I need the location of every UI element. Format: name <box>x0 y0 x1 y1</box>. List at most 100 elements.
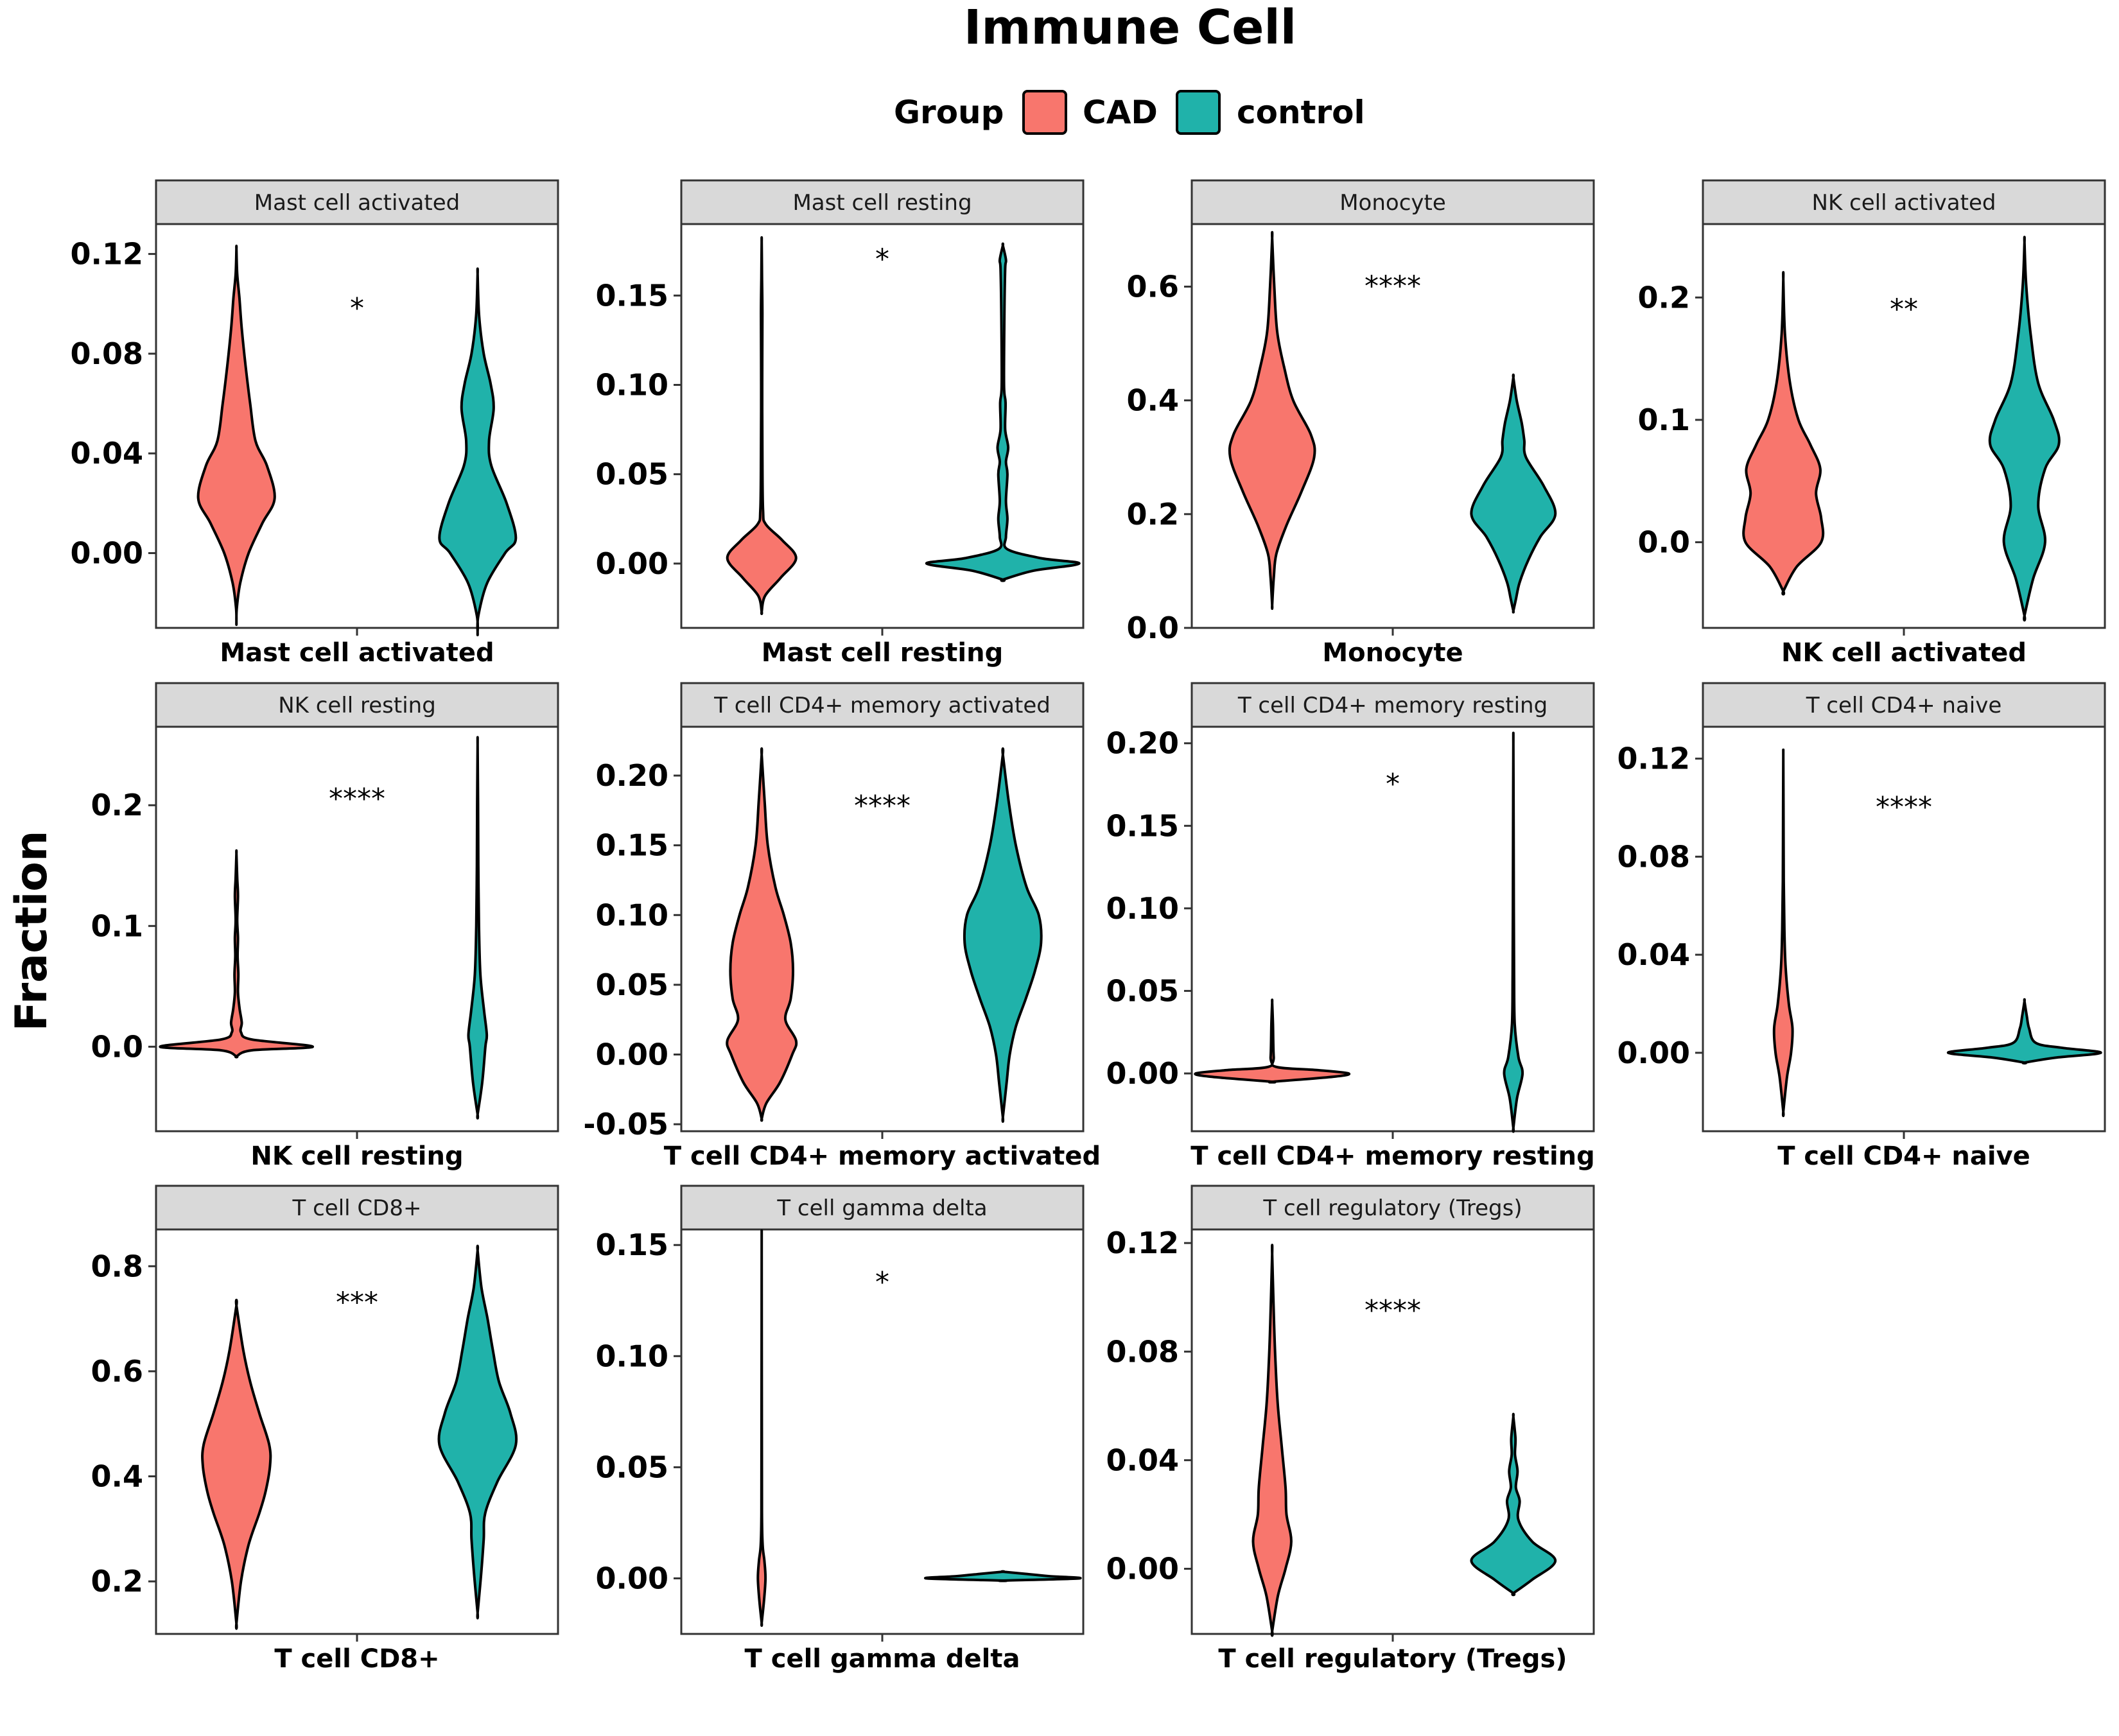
legend-label-control: control <box>1237 94 1365 131</box>
y-tick-label: 0.15 <box>1106 808 1180 843</box>
y-tick-label: 0.04 <box>1618 937 1691 972</box>
violin-control <box>923 1570 1082 1583</box>
violin-control <box>1988 236 2061 622</box>
y-tick-label: 0.12 <box>1106 1226 1180 1260</box>
violin-cad <box>756 1229 767 1627</box>
panel-border <box>1702 725 2106 1133</box>
panel-strip <box>680 682 1085 728</box>
y-tick-label: 0.6 <box>91 1354 144 1389</box>
y-tick-label: 0.12 <box>71 237 144 272</box>
panel-strip-label: T cell CD4+ memory activated <box>713 693 1051 718</box>
panel-strip <box>155 179 559 225</box>
x-axis-label: Mast cell resting <box>762 638 1003 668</box>
x-axis-label: Monocyte <box>1322 638 1463 668</box>
y-tick-label: 0.0 <box>1638 525 1691 560</box>
violin-control <box>438 267 518 637</box>
y-tick-label: 0.05 <box>596 968 669 1002</box>
y-tick-label: 0.08 <box>71 336 144 371</box>
y-tick-label: 0.05 <box>1106 973 1180 1008</box>
panel: Mast cell activated 0.00 0.04 0.08 0.12 Mast … <box>71 179 559 668</box>
y-tick-label: 0.20 <box>1106 726 1180 761</box>
panel-strip <box>680 1185 1085 1231</box>
y-tick-label: 0.1 <box>1638 403 1691 437</box>
y-tick-label: 0.10 <box>596 367 669 402</box>
y-tick-label: 0.2 <box>91 788 144 822</box>
panel: T cell regulatory (Tregs) 0.00 0.04 0.08 0.1… <box>1106 1185 1595 1674</box>
x-axis-label: T cell CD4+ naive <box>1777 1141 2030 1171</box>
violin-control <box>1946 998 2102 1065</box>
significance-label: **** <box>329 783 385 815</box>
x-axis-label: NK cell activated <box>1781 638 2027 668</box>
y-tick-label: 0.05 <box>596 457 669 492</box>
significance-label: * <box>875 1266 889 1299</box>
significance-label: **** <box>1876 791 1932 824</box>
x-axis-label: T cell CD4+ memory activated <box>664 1141 1101 1171</box>
violin-control <box>925 242 1081 582</box>
violin-cad <box>1251 1244 1293 1637</box>
violin-cad <box>196 245 276 627</box>
panel-strip <box>1190 1185 1595 1231</box>
y-tick-label: 0.04 <box>71 436 144 471</box>
y-tick-label: 0.08 <box>1618 839 1691 874</box>
y-tick-label: 0.10 <box>1106 891 1180 926</box>
y-tick-label: 0.20 <box>596 758 669 793</box>
panel: NK cell resting 0.0 0.1 0.2 NK cell resting *… <box>91 682 559 1171</box>
x-axis-label: T cell CD8+ <box>274 1644 439 1674</box>
y-tick-label: 0.2 <box>1127 497 1180 532</box>
panel-strip-label: Mast cell resting <box>792 190 972 216</box>
y-tick-label: 0.00 <box>596 546 669 581</box>
panel-strip-label: T cell CD8+ <box>292 1195 422 1221</box>
panel-strip-label: T cell regulatory (Tregs) <box>1262 1195 1522 1221</box>
y-tick-label: 0.0 <box>1127 611 1180 645</box>
y-tick-label: 0.4 <box>91 1459 144 1494</box>
y-tick-label: 0.6 <box>1127 269 1180 304</box>
violin-cad <box>1228 230 1316 611</box>
y-tick-label: 0.10 <box>596 898 669 932</box>
panel: T cell gamma delta 0.00 0.05 0.10 0.15 T cell… <box>596 1185 1085 1674</box>
violin-control <box>963 747 1043 1124</box>
panel-strip-label: T cell CD4+ memory resting <box>1237 693 1548 718</box>
legend: Group CAD control <box>894 90 1365 135</box>
legend-label-cad: CAD <box>1083 94 1158 131</box>
panels: Mast cell activated 0.00 0.04 0.08 0.12 Mast … <box>71 179 2106 1674</box>
y-tick-label: 0.2 <box>1638 280 1691 315</box>
panel-strip-label: Monocyte <box>1339 190 1446 216</box>
violin-cad <box>1772 748 1794 1118</box>
significance-label: * <box>350 292 364 325</box>
panel-strip-label: NK cell activated <box>1812 190 1996 216</box>
figure-title: Immune Cell <box>964 0 1296 55</box>
x-axis-label: NK cell resting <box>250 1141 463 1171</box>
panel-border <box>155 223 559 629</box>
panel-strip <box>155 1185 559 1231</box>
y-tick-label: 0.00 <box>71 536 144 571</box>
y-tick-label: 0.8 <box>91 1249 144 1283</box>
y-tick-label: 0.15 <box>596 828 669 863</box>
y-tick-label: 0.2 <box>91 1564 144 1599</box>
panel-strip-label: NK cell resting <box>278 693 436 718</box>
x-axis-label: T cell gamma delta <box>745 1644 1020 1674</box>
y-tick-label: 0.00 <box>596 1561 669 1595</box>
y-tick-label: 0.08 <box>1106 1334 1180 1369</box>
significance-label: **** <box>854 790 911 822</box>
violin-cad <box>201 1298 272 1630</box>
legend-swatch-cad <box>1022 90 1067 135</box>
panel-strip <box>1190 179 1595 225</box>
violin-control <box>1503 731 1524 1133</box>
violin-cad <box>1742 271 1825 596</box>
panel: T cell CD4+ memory activated-0.050.000.0… <box>583 682 1101 1171</box>
y-tick-label: 0.15 <box>596 1228 669 1262</box>
y-tick-label: 0.00 <box>1106 1552 1180 1586</box>
panel: Mast cell resting 0.00 0.05 0.10 0.15 Mast ce… <box>596 179 1085 668</box>
violin-cad <box>726 747 798 1122</box>
violin-control <box>1470 1412 1557 1597</box>
violin-control <box>1470 373 1557 614</box>
panel-strip-label: T cell gamma delta <box>776 1195 987 1221</box>
y-tick-label: -0.05 <box>583 1107 668 1141</box>
panel: NK cell activated 0.0 0.1 0.2 NK cell activa… <box>1638 179 2106 668</box>
violin-control <box>467 736 489 1120</box>
y-tick-label: 0.00 <box>1618 1036 1691 1070</box>
significance-label: **** <box>1365 270 1421 302</box>
significance-label: *** <box>336 1287 378 1319</box>
